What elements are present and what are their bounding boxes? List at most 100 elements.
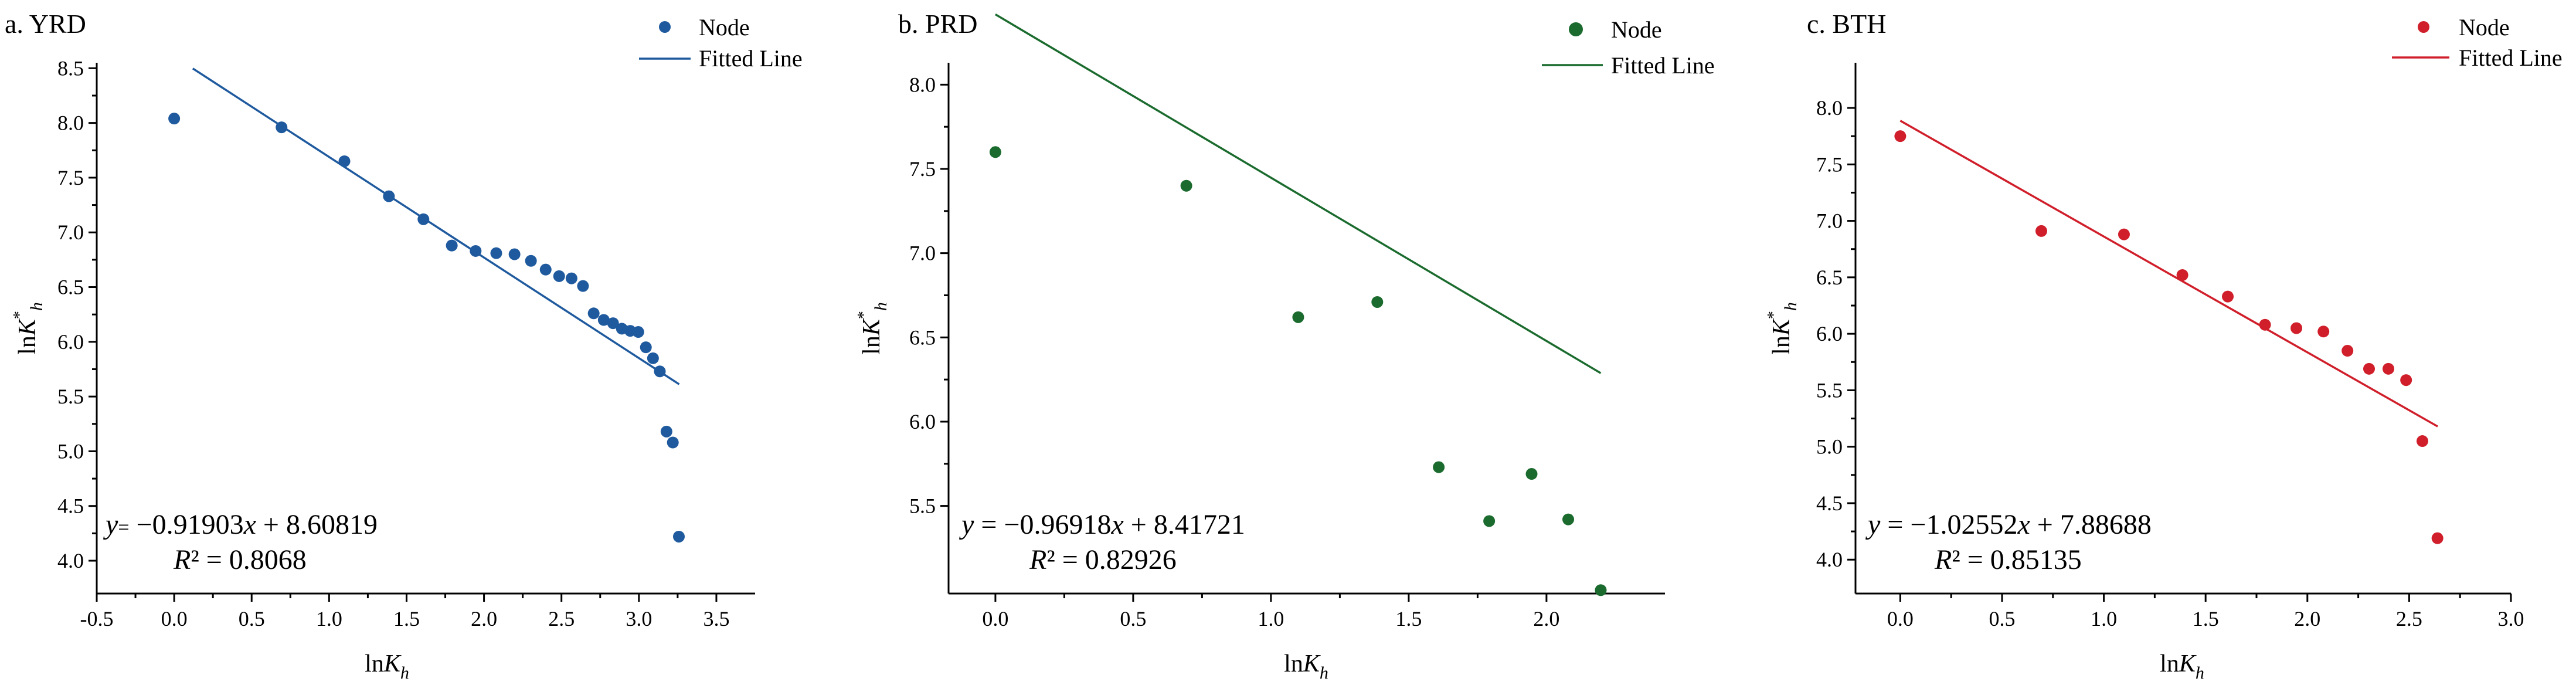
y-tick-label: 5.0 <box>1816 435 1843 459</box>
x-tick-label: 1.0 <box>316 607 342 630</box>
eq-y: y <box>1865 509 1881 540</box>
node-points <box>168 113 685 543</box>
y-tick-label: 4.0 <box>1816 548 1843 571</box>
legend-node-label: Node <box>2459 14 2510 40</box>
eq-sign: = <box>1880 509 1903 540</box>
eq-r: R <box>1029 544 1046 575</box>
data-point <box>667 436 679 449</box>
y-tick-label: 8.0 <box>1816 96 1843 120</box>
chart-title: b. PRD <box>898 9 977 39</box>
data-point <box>553 270 565 282</box>
x-tick-label: 2.5 <box>548 607 575 630</box>
legend: Node Fitted Line <box>2392 14 2563 71</box>
data-point <box>168 113 181 125</box>
y-tick-label: 5.0 <box>57 439 84 463</box>
y-tick-label: 8.0 <box>57 111 84 135</box>
svg-text:R² = 0.82926: R² = 0.82926 <box>1029 544 1177 575</box>
data-point <box>2382 362 2394 375</box>
data-point <box>2363 362 2375 375</box>
y-axis-label: lnK*h <box>1765 302 1800 355</box>
data-point <box>539 263 552 276</box>
svg-text:lnKh: lnKh <box>2160 650 2204 683</box>
y-tick-label: 6.5 <box>1816 266 1843 289</box>
node-points <box>989 146 1607 596</box>
regression-equation: y= −0.91903x + 8.60819 R² = 0.8068 <box>103 509 378 575</box>
x-tick-label: 2.0 <box>471 607 497 630</box>
data-point <box>647 352 659 364</box>
eq-x: x <box>2017 509 2030 540</box>
y-tick-label: 7.0 <box>909 242 936 265</box>
x-tick-label: 0.5 <box>1989 607 2015 630</box>
legend-fitted-label: Fitted Line <box>699 45 803 72</box>
axes: 0.0 0.5 1.0 1.5 2.0 5.5 6.0 6.5 7.0 7.5 8.0 <box>909 63 1665 630</box>
y-tick-label: 6.5 <box>909 326 936 349</box>
x-tick-label: 0.0 <box>161 607 188 630</box>
eq-intercept: + 8.41721 <box>1124 509 1245 540</box>
x-tick-label: 3.5 <box>703 607 729 630</box>
x-tick-label: 3.0 <box>626 607 652 630</box>
svg-text:lnK*h: lnK*h <box>1765 302 1800 355</box>
data-point <box>470 245 482 257</box>
legend-node-label: Node <box>1611 16 1662 43</box>
eq-r2: ² = 0.8068 <box>191 544 306 575</box>
x-axis-label: lnKh <box>365 650 409 683</box>
data-point <box>1483 515 1496 527</box>
data-point <box>1562 513 1575 526</box>
eq-r: R <box>173 544 191 575</box>
y-tick-label: 5.5 <box>57 385 84 408</box>
svg-text:lnKh: lnKh <box>365 650 409 683</box>
eq-r: R <box>1934 544 1952 575</box>
legend-node-label: Node <box>699 14 750 40</box>
x-tick-label: 2.0 <box>1533 607 1559 630</box>
eq-y: y <box>103 509 118 540</box>
data-point <box>525 255 537 267</box>
data-point <box>587 307 600 320</box>
data-point <box>1180 179 1192 192</box>
x-tick-label: 2.0 <box>2294 607 2320 630</box>
data-point <box>565 272 577 284</box>
y-axis-label: lnK*h <box>11 302 46 355</box>
x-tick-label: 0.5 <box>239 607 265 630</box>
y-tick-label: 8.5 <box>57 56 84 80</box>
chart-title: a. YRD <box>5 9 86 39</box>
data-point <box>989 146 1001 158</box>
data-point <box>2222 290 2234 303</box>
fitted-line <box>1899 120 2438 428</box>
y-tick-label: 4.5 <box>1816 491 1843 515</box>
x-axis-label: lnKh <box>2160 650 2204 683</box>
data-point <box>2317 326 2330 338</box>
y-tick-label: 6.0 <box>57 330 84 354</box>
eq-slope: −0.91903 <box>130 509 244 540</box>
y-axis-label: lnK*h <box>855 302 891 355</box>
data-point <box>1371 296 1384 308</box>
data-point <box>2035 225 2047 237</box>
data-point <box>490 247 502 259</box>
data-point <box>1433 461 1445 473</box>
y-tick-label: 4.0 <box>57 549 84 572</box>
data-point <box>2416 435 2428 447</box>
data-point <box>654 365 666 378</box>
data-point <box>1525 468 1538 480</box>
x-tick-label: 2.5 <box>2396 607 2422 630</box>
data-point <box>607 317 619 330</box>
eq-sign: = <box>118 517 129 538</box>
svg-text:R² = 0.85135: R² = 0.85135 <box>1934 544 2082 575</box>
eq-x: x <box>1110 509 1123 540</box>
data-point <box>2290 322 2303 334</box>
eq-intercept: + 7.88688 <box>2030 509 2152 540</box>
x-tick-label: 1.0 <box>1258 607 1284 630</box>
axes: -0.5 0.0 0.5 1.0 1.5 2.0 2.5 3.0 3.5 4.0 4.5 5.0 5.5… <box>57 56 755 630</box>
eq-x: x <box>243 509 256 540</box>
svg-text:R² = 0.8068: R² = 0.8068 <box>173 544 307 575</box>
y-tick-label: 8.0 <box>909 73 936 96</box>
svg-text:lnKh: lnKh <box>1284 650 1328 683</box>
y-tick-label: 5.5 <box>909 494 936 518</box>
y-tick-label: 7.0 <box>57 221 84 244</box>
eq-sign: = <box>974 509 997 540</box>
svg-text:y = −1.02552x + 7.88688: y = −1.02552x + 7.88688 <box>1865 509 2152 540</box>
data-point <box>2118 228 2130 240</box>
data-point <box>632 326 644 338</box>
svg-text:lnK*h: lnK*h <box>855 302 891 355</box>
data-point <box>577 280 589 292</box>
x-tick-label: 1.5 <box>1395 607 1422 630</box>
